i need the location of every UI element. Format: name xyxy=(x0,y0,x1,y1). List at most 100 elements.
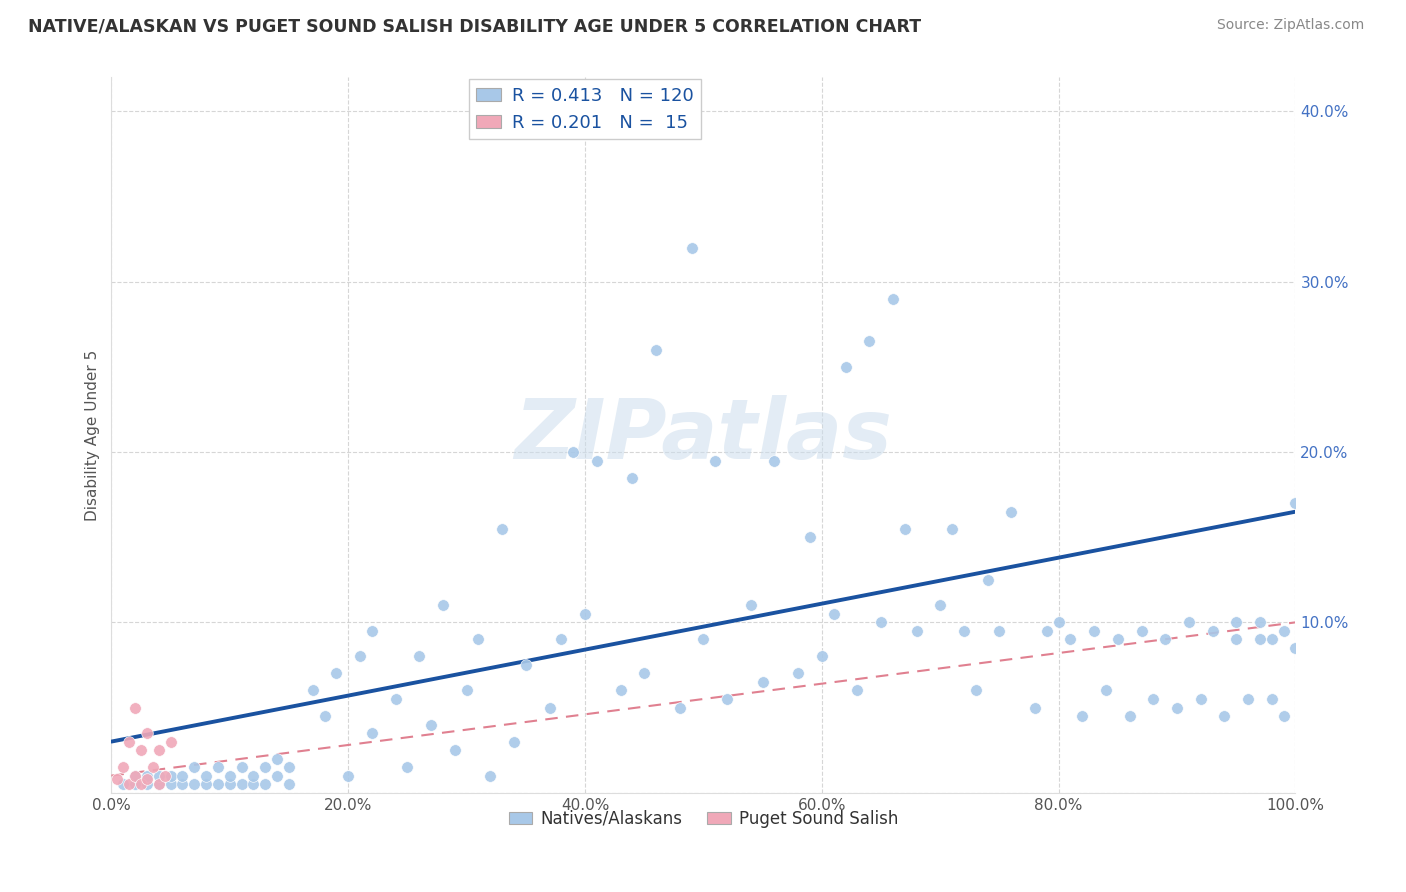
Point xyxy=(941,522,963,536)
Point xyxy=(361,624,384,638)
Point xyxy=(740,599,762,613)
Point xyxy=(870,615,893,630)
Point xyxy=(136,772,159,786)
Point xyxy=(1261,632,1284,647)
Point xyxy=(118,777,141,791)
Point xyxy=(159,734,181,748)
Point xyxy=(846,683,869,698)
Point xyxy=(129,777,152,791)
Point xyxy=(893,522,915,536)
Point xyxy=(823,607,845,621)
Point xyxy=(112,760,135,774)
Point xyxy=(242,769,264,783)
Point xyxy=(953,624,976,638)
Legend: Natives/Alaskans, Puget Sound Salish: Natives/Alaskans, Puget Sound Salish xyxy=(502,803,905,834)
Point xyxy=(432,599,454,613)
Point xyxy=(118,734,141,748)
Point xyxy=(1272,709,1295,723)
Point xyxy=(1249,632,1271,647)
Point xyxy=(159,769,181,783)
Point xyxy=(1083,624,1105,638)
Point xyxy=(1000,505,1022,519)
Point xyxy=(148,743,170,757)
Point xyxy=(218,777,240,791)
Point xyxy=(231,760,253,774)
Point xyxy=(278,777,301,791)
Point xyxy=(1107,632,1129,647)
Point xyxy=(337,769,360,783)
Point xyxy=(834,359,856,374)
Point xyxy=(408,649,430,664)
Point xyxy=(681,241,703,255)
Point xyxy=(129,743,152,757)
Point xyxy=(976,573,998,587)
Point xyxy=(538,700,561,714)
Point xyxy=(692,632,714,647)
Point xyxy=(929,599,952,613)
Point xyxy=(148,777,170,791)
Point xyxy=(1024,700,1046,714)
Point xyxy=(396,760,419,774)
Text: Source: ZipAtlas.com: Source: ZipAtlas.com xyxy=(1216,18,1364,32)
Point xyxy=(668,700,690,714)
Point xyxy=(1237,692,1260,706)
Y-axis label: Disability Age Under 5: Disability Age Under 5 xyxy=(86,350,100,521)
Point xyxy=(136,769,159,783)
Point xyxy=(1225,632,1247,647)
Point xyxy=(515,657,537,672)
Text: ZIPatlas: ZIPatlas xyxy=(515,394,893,475)
Point xyxy=(751,675,773,690)
Point xyxy=(278,760,301,774)
Point xyxy=(1059,632,1081,647)
Point xyxy=(858,334,880,349)
Point xyxy=(574,607,596,621)
Point xyxy=(148,769,170,783)
Point xyxy=(218,769,240,783)
Point xyxy=(325,666,347,681)
Point xyxy=(763,453,786,467)
Point xyxy=(787,666,810,681)
Text: NATIVE/ALASKAN VS PUGET SOUND SALISH DISABILITY AGE UNDER 5 CORRELATION CHART: NATIVE/ALASKAN VS PUGET SOUND SALISH DIS… xyxy=(28,18,921,36)
Point xyxy=(456,683,478,698)
Point xyxy=(1189,692,1212,706)
Point xyxy=(1071,709,1094,723)
Point xyxy=(467,632,489,647)
Point xyxy=(965,683,987,698)
Point xyxy=(550,632,572,647)
Point xyxy=(1154,632,1177,647)
Point xyxy=(1284,640,1306,655)
Point xyxy=(799,530,821,544)
Point xyxy=(195,769,218,783)
Point xyxy=(183,777,205,791)
Point xyxy=(124,777,146,791)
Point xyxy=(905,624,928,638)
Point xyxy=(716,692,738,706)
Point xyxy=(1036,624,1059,638)
Point xyxy=(1272,624,1295,638)
Point xyxy=(254,760,277,774)
Point xyxy=(1225,615,1247,630)
Point xyxy=(704,453,727,467)
Point xyxy=(562,445,585,459)
Point xyxy=(633,666,655,681)
Point xyxy=(1178,615,1201,630)
Point xyxy=(1249,615,1271,630)
Point xyxy=(195,777,218,791)
Point xyxy=(136,777,159,791)
Point xyxy=(1095,683,1118,698)
Point xyxy=(207,760,229,774)
Point xyxy=(172,769,194,783)
Point xyxy=(142,760,165,774)
Point xyxy=(124,700,146,714)
Point xyxy=(314,709,336,723)
Point xyxy=(136,726,159,740)
Point xyxy=(420,717,443,731)
Point xyxy=(1261,692,1284,706)
Point xyxy=(621,470,644,484)
Point xyxy=(361,726,384,740)
Point xyxy=(242,777,264,791)
Point xyxy=(811,649,834,664)
Point xyxy=(609,683,631,698)
Point xyxy=(266,769,288,783)
Point xyxy=(301,683,323,698)
